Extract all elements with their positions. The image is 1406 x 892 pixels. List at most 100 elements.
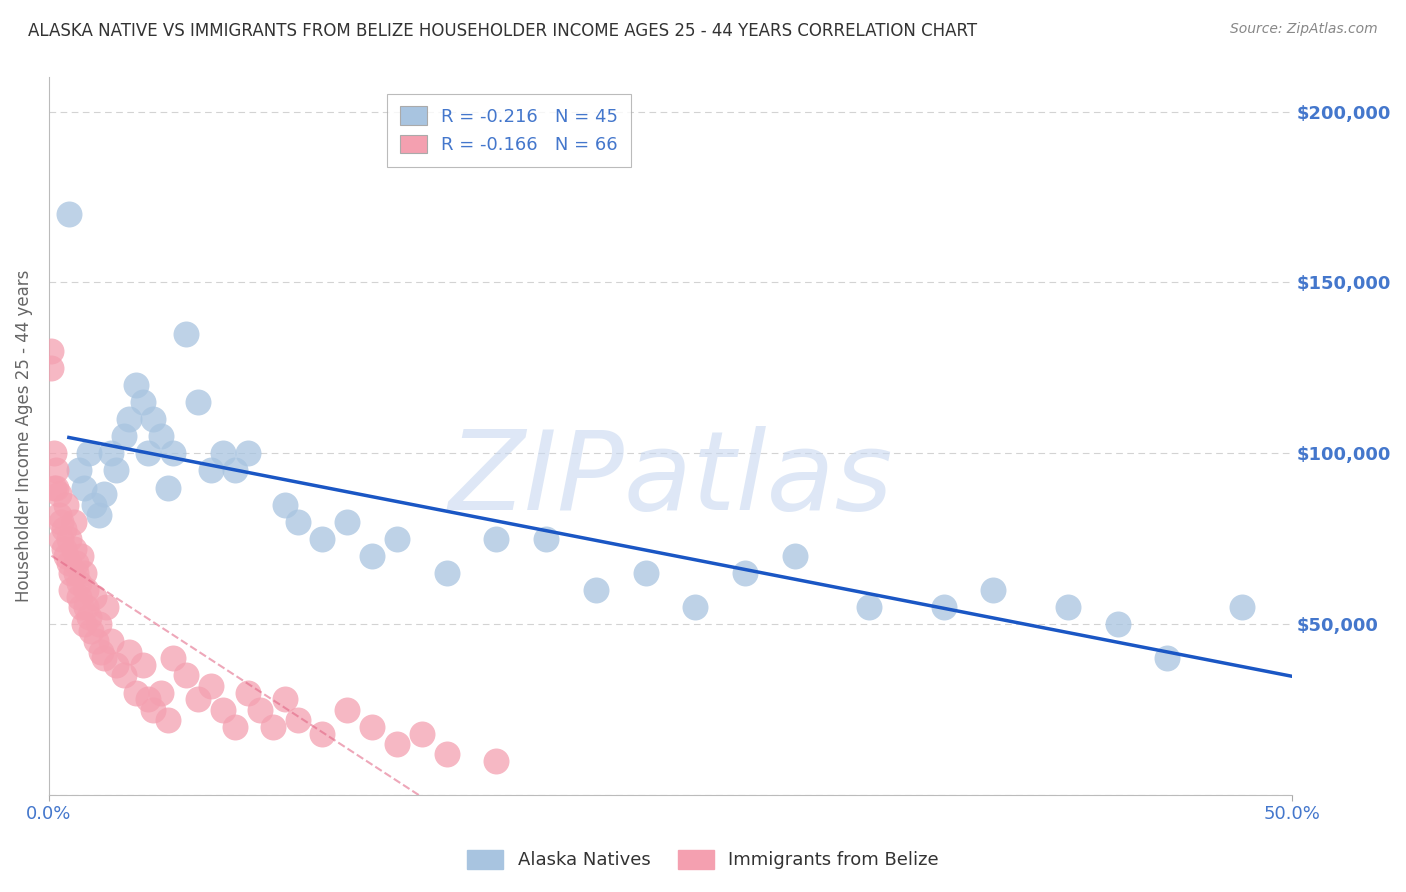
Point	[73, 481, 96, 495]
Point	[336, 515, 359, 529]
Point	[125, 685, 148, 699]
Point	[112, 429, 135, 443]
Point	[84, 634, 107, 648]
Point	[70, 549, 93, 563]
Point	[87, 617, 110, 632]
Point	[1057, 600, 1080, 615]
Point	[58, 207, 80, 221]
Point	[212, 703, 235, 717]
Point	[236, 685, 259, 699]
Point	[149, 685, 172, 699]
Point	[100, 634, 122, 648]
Point	[67, 576, 90, 591]
Legend: R = -0.216   N = 45, R = -0.166   N = 66: R = -0.216 N = 45, R = -0.166 N = 66	[387, 94, 631, 167]
Point	[734, 566, 756, 580]
Point	[287, 515, 309, 529]
Point	[105, 463, 128, 477]
Point	[262, 720, 284, 734]
Point	[77, 610, 100, 624]
Point	[411, 726, 433, 740]
Point	[42, 481, 65, 495]
Point	[70, 600, 93, 615]
Point	[80, 624, 103, 638]
Point	[48, 487, 70, 501]
Point	[83, 498, 105, 512]
Text: ALASKA NATIVE VS IMMIGRANTS FROM BELIZE HOUSEHOLDER INCOME AGES 25 - 44 YEARS CO: ALASKA NATIVE VS IMMIGRANTS FROM BELIZE …	[28, 22, 977, 40]
Point	[58, 556, 80, 570]
Point	[174, 326, 197, 341]
Point	[142, 412, 165, 426]
Point	[67, 463, 90, 477]
Point	[73, 617, 96, 632]
Point	[187, 692, 209, 706]
Point	[157, 713, 180, 727]
Point	[93, 651, 115, 665]
Point	[100, 446, 122, 460]
Point	[162, 446, 184, 460]
Point	[87, 508, 110, 522]
Y-axis label: Householder Income Ages 25 - 44 years: Householder Income Ages 25 - 44 years	[15, 270, 32, 602]
Point	[783, 549, 806, 563]
Point	[67, 590, 90, 604]
Point	[174, 668, 197, 682]
Point	[361, 720, 384, 734]
Point	[200, 463, 222, 477]
Point	[142, 703, 165, 717]
Point	[77, 446, 100, 460]
Point	[274, 692, 297, 706]
Point	[138, 692, 160, 706]
Point	[1156, 651, 1178, 665]
Text: ZIPatlas: ZIPatlas	[449, 425, 893, 533]
Point	[105, 658, 128, 673]
Point	[75, 582, 97, 597]
Point	[52, 522, 75, 536]
Point	[585, 582, 607, 597]
Point	[983, 582, 1005, 597]
Point	[1230, 600, 1253, 615]
Point	[90, 644, 112, 658]
Point	[60, 566, 83, 580]
Point	[200, 679, 222, 693]
Point	[132, 395, 155, 409]
Point	[125, 378, 148, 392]
Point	[83, 590, 105, 604]
Point	[75, 600, 97, 615]
Point	[65, 566, 87, 580]
Point	[187, 395, 209, 409]
Point	[932, 600, 955, 615]
Point	[436, 747, 458, 761]
Point	[858, 600, 880, 615]
Point	[117, 412, 139, 426]
Point	[55, 549, 77, 563]
Point	[63, 515, 86, 529]
Text: Source: ZipAtlas.com: Source: ZipAtlas.com	[1230, 22, 1378, 37]
Point	[485, 754, 508, 768]
Point	[149, 429, 172, 443]
Point	[274, 498, 297, 512]
Point	[41, 343, 63, 358]
Point	[51, 515, 73, 529]
Point	[1107, 617, 1129, 632]
Point	[436, 566, 458, 580]
Point	[93, 487, 115, 501]
Point	[157, 481, 180, 495]
Point	[236, 446, 259, 460]
Point	[634, 566, 657, 580]
Point	[336, 703, 359, 717]
Legend: Alaska Natives, Immigrants from Belize: Alaska Natives, Immigrants from Belize	[458, 841, 948, 879]
Point	[534, 532, 557, 546]
Point	[48, 508, 70, 522]
Point	[112, 668, 135, 682]
Point	[224, 720, 246, 734]
Point	[45, 481, 67, 495]
Point	[117, 644, 139, 658]
Point	[311, 532, 333, 546]
Point	[212, 446, 235, 460]
Point	[138, 446, 160, 460]
Point	[55, 498, 77, 512]
Point	[385, 532, 408, 546]
Point	[162, 651, 184, 665]
Point	[60, 582, 83, 597]
Point	[132, 658, 155, 673]
Point	[73, 566, 96, 580]
